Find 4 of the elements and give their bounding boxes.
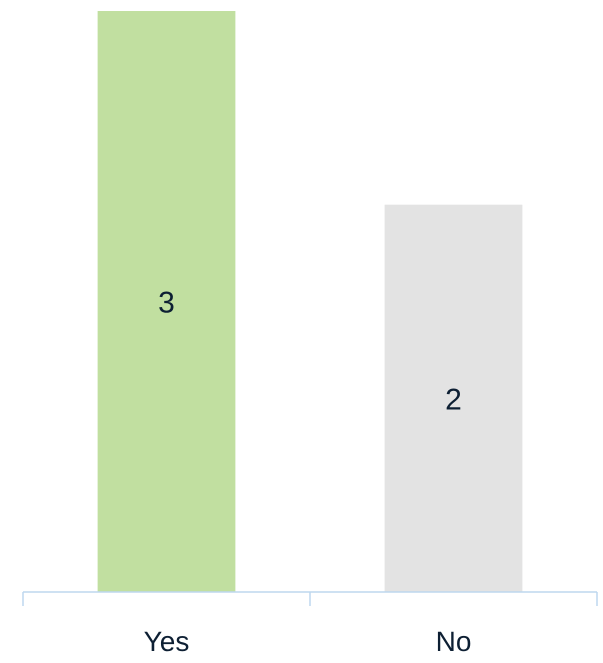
- data-label: 2: [445, 383, 462, 416]
- x-tick-label: No: [436, 626, 472, 657]
- data-label: 3: [158, 286, 175, 320]
- x-tick-label: Yes: [144, 626, 190, 657]
